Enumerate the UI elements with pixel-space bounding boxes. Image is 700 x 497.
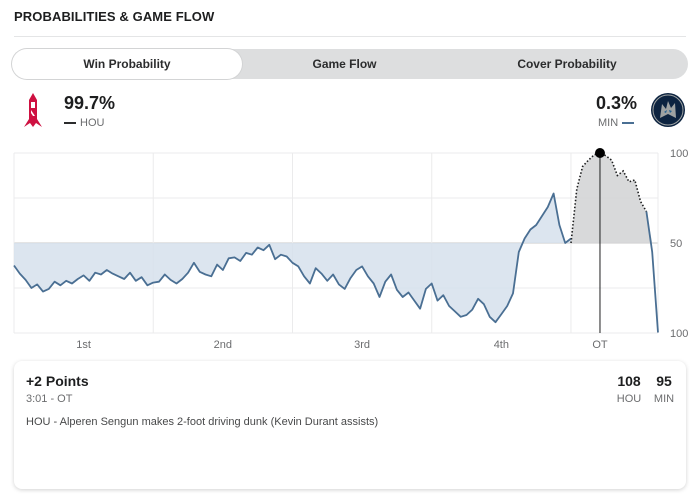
tab-win-probability[interactable]: Win Probability	[12, 49, 242, 79]
play-description: HOU - Alperen Sengun makes 2-foot drivin…	[26, 416, 379, 428]
win-probability-chart[interactable]: 1st 2nd 3rd 4th OT 100 50 100	[0, 140, 700, 355]
y-tick-label: 100	[670, 148, 688, 160]
y-tick-label: 50	[670, 238, 682, 250]
away-score-label: MIN	[653, 393, 675, 405]
play-title: +2 Points	[26, 373, 89, 389]
play-detail-card: +2 Points 3:01 - OT HOU - Alperen Sengun…	[14, 361, 686, 489]
tab-cover-probability[interactable]: Cover Probability	[517, 57, 617, 71]
view-tabs: Win Probability Game Flow Cover Probabil…	[12, 49, 688, 79]
play-time: 3:01 - OT	[26, 393, 73, 405]
x-tick-label: 1st	[76, 339, 91, 351]
series-line-overtime-hou	[570, 152, 648, 244]
rockets-logo-icon	[18, 92, 48, 128]
home-win-pct: 99.7%	[64, 93, 116, 113]
series-line-overtime-min	[645, 211, 659, 333]
home-score: 108	[617, 373, 641, 389]
section-title: PROBABILITIES & GAME FLOW	[14, 9, 215, 24]
home-legend-swatch	[64, 122, 76, 124]
x-tick-label: OT	[592, 339, 608, 351]
away-abbr: MIN	[598, 117, 619, 129]
home-abbr: HOU	[80, 117, 105, 129]
series-line-regulation	[13, 192, 572, 324]
selected-play-marker	[594, 148, 605, 158]
x-tick-label: 3rd	[354, 339, 370, 351]
home-score-label: HOU	[616, 393, 642, 405]
x-tick-label: 2nd	[214, 339, 232, 351]
away-win-pct: 0.3%	[596, 93, 638, 113]
away-legend: MIN	[598, 117, 635, 129]
home-legend: HOU	[64, 117, 104, 129]
timberwolves-logo-icon	[650, 92, 686, 128]
away-legend-swatch	[622, 122, 635, 124]
away-score: 95	[656, 373, 672, 389]
overtime-area	[570, 153, 658, 243]
regulation-area	[14, 193, 571, 323]
y-tick-label: 100	[670, 328, 688, 340]
x-tick-label: 4th	[494, 339, 509, 351]
title-divider	[14, 36, 686, 37]
tab-game-flow[interactable]: Game Flow	[312, 57, 377, 71]
